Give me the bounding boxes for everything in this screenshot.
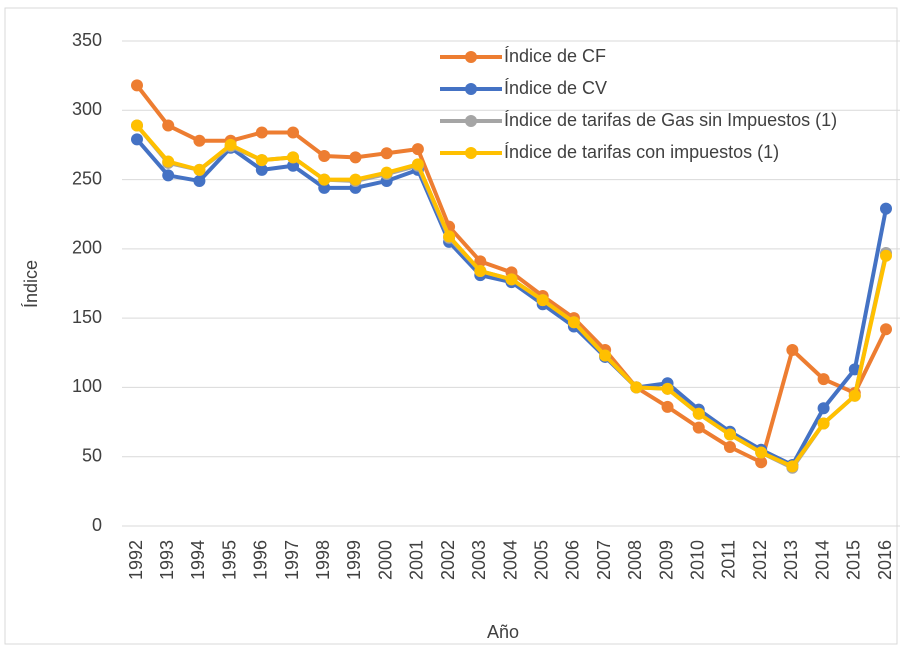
data-point bbox=[536, 294, 549, 307]
x-tick-label: 2010 bbox=[688, 540, 708, 580]
data-point bbox=[287, 159, 300, 172]
data-point bbox=[848, 389, 861, 402]
data-point bbox=[474, 265, 487, 278]
chart-frame bbox=[4, 7, 898, 645]
data-point bbox=[255, 126, 268, 139]
x-tick-label: 2007 bbox=[594, 540, 614, 580]
data-point bbox=[880, 249, 892, 262]
data-point bbox=[692, 421, 705, 434]
data-point bbox=[411, 158, 424, 171]
data-point bbox=[193, 163, 206, 176]
x-tick-label: 2013 bbox=[781, 540, 801, 580]
x-tick-label: 1996 bbox=[251, 540, 271, 580]
x-tick-label: 1997 bbox=[282, 540, 302, 580]
y-tick-label: 300 bbox=[72, 99, 102, 119]
data-point bbox=[474, 255, 487, 268]
data-point bbox=[661, 382, 674, 395]
data-point bbox=[224, 138, 237, 151]
data-point bbox=[380, 166, 393, 179]
x-tick-label: 2005 bbox=[531, 540, 551, 580]
data-point bbox=[505, 273, 518, 286]
data-point bbox=[817, 373, 830, 386]
data-point bbox=[567, 316, 580, 329]
x-tick-label: 2006 bbox=[563, 540, 583, 580]
legend-swatch-marker bbox=[465, 147, 477, 159]
x-tick-label: 2008 bbox=[625, 540, 645, 580]
y-tick-label: 350 bbox=[72, 30, 102, 50]
data-point bbox=[443, 230, 456, 243]
x-tick-label: 1993 bbox=[157, 540, 177, 580]
data-point bbox=[630, 381, 643, 394]
x-tick-label: 1995 bbox=[219, 540, 239, 580]
data-point bbox=[131, 79, 143, 92]
x-tick-label: 2011 bbox=[719, 540, 739, 579]
y-tick-label: 100 bbox=[72, 376, 102, 396]
data-point bbox=[723, 441, 736, 454]
x-tick-label: 1998 bbox=[313, 540, 333, 580]
legend-swatch-marker bbox=[465, 83, 477, 95]
x-tick-label: 1992 bbox=[126, 540, 146, 580]
x-tick-label: 1994 bbox=[188, 540, 208, 580]
data-point bbox=[287, 126, 300, 139]
x-tick-label: 2001 bbox=[407, 540, 427, 580]
data-point bbox=[349, 151, 362, 164]
data-point bbox=[131, 119, 143, 132]
data-point bbox=[661, 400, 674, 413]
data-point bbox=[817, 402, 830, 415]
data-point bbox=[162, 169, 175, 182]
x-tick-label: 2015 bbox=[844, 540, 864, 580]
data-point bbox=[786, 344, 799, 357]
data-point bbox=[599, 349, 612, 362]
data-point bbox=[255, 163, 268, 176]
data-point bbox=[692, 407, 705, 420]
legend-swatch-marker bbox=[465, 51, 477, 63]
data-point bbox=[131, 133, 143, 146]
data-point bbox=[723, 428, 736, 441]
data-point bbox=[755, 456, 768, 469]
y-tick-label: 250 bbox=[72, 168, 102, 188]
x-tick-label: 2002 bbox=[438, 540, 458, 580]
data-point bbox=[848, 363, 861, 376]
data-point bbox=[380, 147, 393, 160]
legend-label: Índice de tarifas con impuestos (1) bbox=[504, 142, 779, 162]
legend-swatch-marker bbox=[465, 115, 477, 127]
x-tick-label: 2003 bbox=[469, 540, 489, 580]
data-point bbox=[287, 151, 300, 164]
data-point bbox=[162, 155, 175, 168]
data-point bbox=[786, 460, 799, 473]
data-point bbox=[318, 150, 331, 163]
x-tick-label: 1999 bbox=[344, 540, 364, 580]
x-tick-label: 2009 bbox=[656, 540, 676, 580]
data-point bbox=[880, 202, 892, 215]
x-tick-label: 2000 bbox=[375, 540, 395, 580]
x-tick-label: 2004 bbox=[500, 540, 520, 580]
y-tick-label: 150 bbox=[72, 307, 102, 327]
data-point bbox=[349, 173, 362, 186]
x-tick-label: 2014 bbox=[812, 540, 832, 580]
x-axis-title: Año bbox=[487, 622, 519, 642]
data-point bbox=[162, 119, 175, 132]
data-point bbox=[817, 417, 830, 430]
data-point bbox=[193, 174, 206, 187]
data-point bbox=[193, 134, 206, 147]
y-axis-title: Índice bbox=[21, 260, 41, 308]
data-point bbox=[411, 143, 424, 156]
data-point bbox=[755, 446, 768, 459]
data-point bbox=[318, 173, 331, 186]
data-point bbox=[255, 154, 268, 167]
legend-label: Índice de CV bbox=[504, 78, 607, 98]
legend-label: Índice de tarifas de Gas sin Impuestos (… bbox=[504, 110, 837, 130]
y-tick-label: 0 bbox=[92, 515, 102, 535]
y-tick-label: 200 bbox=[72, 238, 102, 258]
legend-label: Índice de CF bbox=[504, 46, 606, 66]
data-point bbox=[880, 323, 892, 336]
data-point bbox=[318, 181, 331, 194]
x-tick-label: 2012 bbox=[750, 540, 770, 580]
x-tick-label: 2016 bbox=[875, 540, 895, 580]
y-tick-label: 50 bbox=[82, 445, 102, 465]
